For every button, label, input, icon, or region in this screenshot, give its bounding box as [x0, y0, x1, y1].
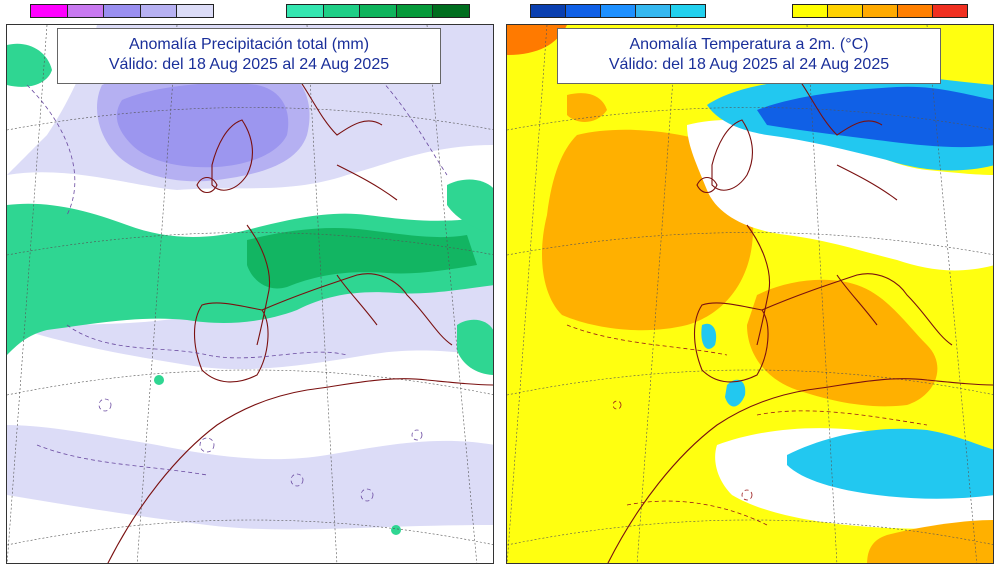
precip-coastlines	[107, 64, 493, 563]
legend-swatch	[323, 5, 361, 17]
temp-neutral-north	[687, 119, 993, 271]
temperature-map-canvas	[507, 25, 993, 563]
precip-contours	[26, 64, 448, 502]
temp-title-box: Anomalía Temperatura a 2m. (°C) Válido: …	[557, 28, 941, 84]
precipitation-anomaly-map: Anomalía Precipitación total (mm) Válido…	[6, 24, 494, 564]
legend-swatch	[601, 5, 636, 17]
legend-swatch	[898, 5, 933, 17]
precip-white-band-south	[7, 325, 493, 460]
precip-positive-legend	[286, 4, 470, 18]
legend-swatch	[140, 5, 178, 17]
legend-swatch	[671, 5, 705, 17]
legend-swatch	[793, 5, 828, 17]
precipitation-map-canvas	[7, 25, 493, 563]
temp-positive-legend	[792, 4, 968, 18]
temp-warm-mediterranean	[747, 279, 938, 407]
precip-negative-legend	[30, 4, 214, 18]
legend-swatch	[566, 5, 601, 17]
temp-warm-southeast	[867, 520, 993, 563]
legend-swatch	[863, 5, 898, 17]
legend-swatch	[177, 5, 213, 17]
legend-swatch	[396, 5, 434, 17]
temp-cold-south	[787, 428, 993, 499]
legend-swatch	[67, 5, 105, 17]
temp-negative-legend	[530, 4, 706, 18]
precip-title-box: Anomalía Precipitación total (mm) Válido…	[57, 28, 441, 84]
precip-wet-spot	[154, 375, 164, 385]
temp-contours	[566, 324, 928, 526]
precip-wet-southeast	[457, 319, 493, 375]
precip-validity: Válido: del 18 Aug 2025 al 24 Aug 2025	[108, 56, 390, 73]
precip-title: Anomalía Precipitación total (mm)	[128, 36, 370, 53]
precip-dry-anomaly-core	[116, 83, 289, 168]
legend-swatch	[433, 5, 469, 17]
temp-validity: Válido: del 18 Aug 2025 al 24 Aug 2025	[608, 56, 890, 73]
temperature-anomaly-map: Anomalía Temperatura a 2m. (°C) Válido: …	[506, 24, 994, 564]
legend-swatch	[828, 5, 863, 17]
precip-wet-east	[447, 179, 493, 235]
legend-swatch	[104, 5, 141, 17]
temp-cold-spot	[701, 323, 717, 349]
legend-swatch	[287, 5, 324, 17]
legend-swatch	[360, 5, 397, 17]
precip-wet-band-core	[247, 228, 477, 289]
legend-swatch	[531, 5, 566, 17]
legend-swatch	[933, 5, 967, 17]
temp-hot-corner	[507, 25, 567, 55]
precip-white-south	[7, 495, 493, 563]
precip-wet-northwest	[7, 43, 52, 87]
temp-title: Anomalía Temperatura a 2m. (°C)	[629, 36, 869, 53]
precip-wet-spot	[391, 525, 401, 535]
legend-swatch	[636, 5, 671, 17]
temp-warm-spot	[567, 93, 607, 122]
temp-cold-spot	[725, 379, 746, 407]
temp-graticule	[507, 25, 993, 563]
legend-swatch	[31, 5, 68, 17]
precip-graticule	[7, 25, 493, 563]
